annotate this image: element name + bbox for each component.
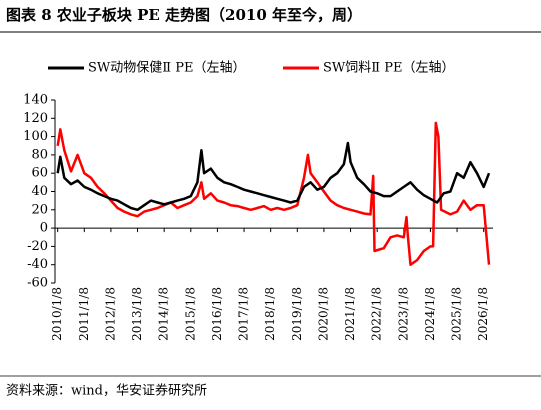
x-tick-label: 2020/1/8 (316, 287, 330, 341)
chart-title: 图表 8 农业子板块 PE 走势图（2010 年至今，周） (6, 6, 362, 24)
x-tick-label: 2024/1/8 (423, 287, 437, 341)
source-note: 资料来源：wind，华安证券研究所 (6, 383, 207, 399)
x-tick-label: 2019/1/8 (290, 287, 304, 341)
x-tick-label: 2025/1/8 (450, 287, 464, 341)
y-tick-label: 20 (31, 202, 48, 217)
x-tick-label: 2021/1/8 (343, 287, 357, 341)
x-tick-label: 2011/1/8 (77, 287, 91, 341)
legend-label: SW动物保健Ⅱ PE（左轴） (88, 61, 245, 76)
y-tick-label: -40 (27, 257, 48, 272)
y-tick-label: 40 (31, 184, 48, 199)
x-tick-label: 2018/1/8 (263, 287, 277, 341)
x-tick-label: 2012/1/8 (103, 287, 117, 341)
y-tick-label: -20 (27, 239, 48, 254)
x-tick-label: 2013/1/8 (130, 287, 144, 341)
x-tick-label: 2010/1/8 (50, 287, 64, 341)
x-tick-label: 2022/1/8 (370, 287, 384, 341)
series-line (56, 141, 491, 212)
y-tick-label: 80 (31, 147, 48, 162)
x-tick-label: 2017/1/8 (237, 287, 251, 341)
series-line (56, 121, 491, 266)
y-tick-label: 0 (40, 221, 48, 236)
x-tick-label: 2026/1/8 (476, 287, 490, 341)
x-tick-label: 2014/1/8 (157, 287, 171, 341)
y-tick-label: -60 (27, 276, 48, 291)
x-tick-label: 2023/1/8 (396, 287, 410, 341)
y-tick-label: 100 (23, 129, 48, 144)
y-tick-label: 60 (31, 166, 48, 181)
y-tick-label: 140 (23, 93, 48, 108)
x-tick-label: 2016/1/8 (210, 287, 224, 341)
legend-label: SW饲料Ⅱ PE（左轴） (323, 61, 454, 76)
x-tick-label: 2015/1/8 (183, 287, 197, 341)
y-tick-label: 120 (23, 111, 48, 126)
